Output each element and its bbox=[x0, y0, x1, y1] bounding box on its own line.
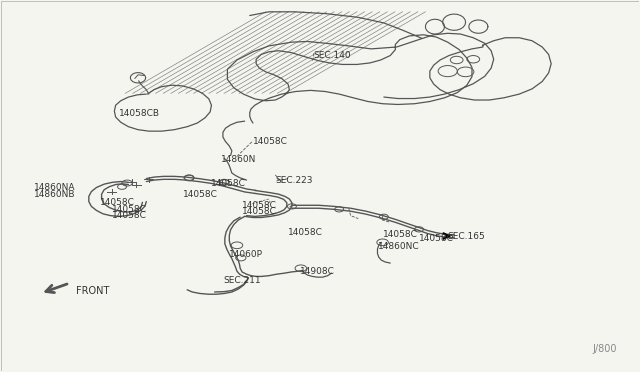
Text: 14058C: 14058C bbox=[113, 205, 147, 214]
Text: SEC.211: SEC.211 bbox=[223, 276, 260, 285]
Text: 14058C: 14058C bbox=[253, 137, 288, 146]
Text: 14058C: 14058C bbox=[113, 211, 147, 220]
Text: 14058C: 14058C bbox=[288, 228, 323, 237]
Text: 14860NA: 14860NA bbox=[34, 183, 76, 192]
Text: 14908C: 14908C bbox=[300, 267, 335, 276]
Text: 14058C: 14058C bbox=[211, 179, 246, 187]
Text: 14058C: 14058C bbox=[182, 190, 218, 199]
Text: SEC.165: SEC.165 bbox=[448, 231, 486, 241]
Text: 14860NB: 14860NB bbox=[34, 190, 76, 199]
Text: 14058C: 14058C bbox=[242, 208, 277, 217]
Text: 14058C: 14058C bbox=[100, 198, 134, 207]
Text: J/800: J/800 bbox=[593, 343, 617, 353]
Text: 14860N: 14860N bbox=[221, 155, 257, 164]
Text: 14860NC: 14860NC bbox=[378, 241, 419, 250]
Text: FRONT: FRONT bbox=[76, 286, 109, 295]
Text: 14060P: 14060P bbox=[229, 250, 263, 259]
Text: SEC.223: SEC.223 bbox=[275, 176, 313, 185]
Text: 14058C: 14058C bbox=[242, 201, 277, 210]
Text: SEC.140: SEC.140 bbox=[314, 51, 351, 60]
Text: 14058C: 14058C bbox=[419, 234, 454, 243]
Text: 14058C: 14058C bbox=[383, 230, 417, 239]
Text: 14058CB: 14058CB bbox=[119, 109, 160, 118]
